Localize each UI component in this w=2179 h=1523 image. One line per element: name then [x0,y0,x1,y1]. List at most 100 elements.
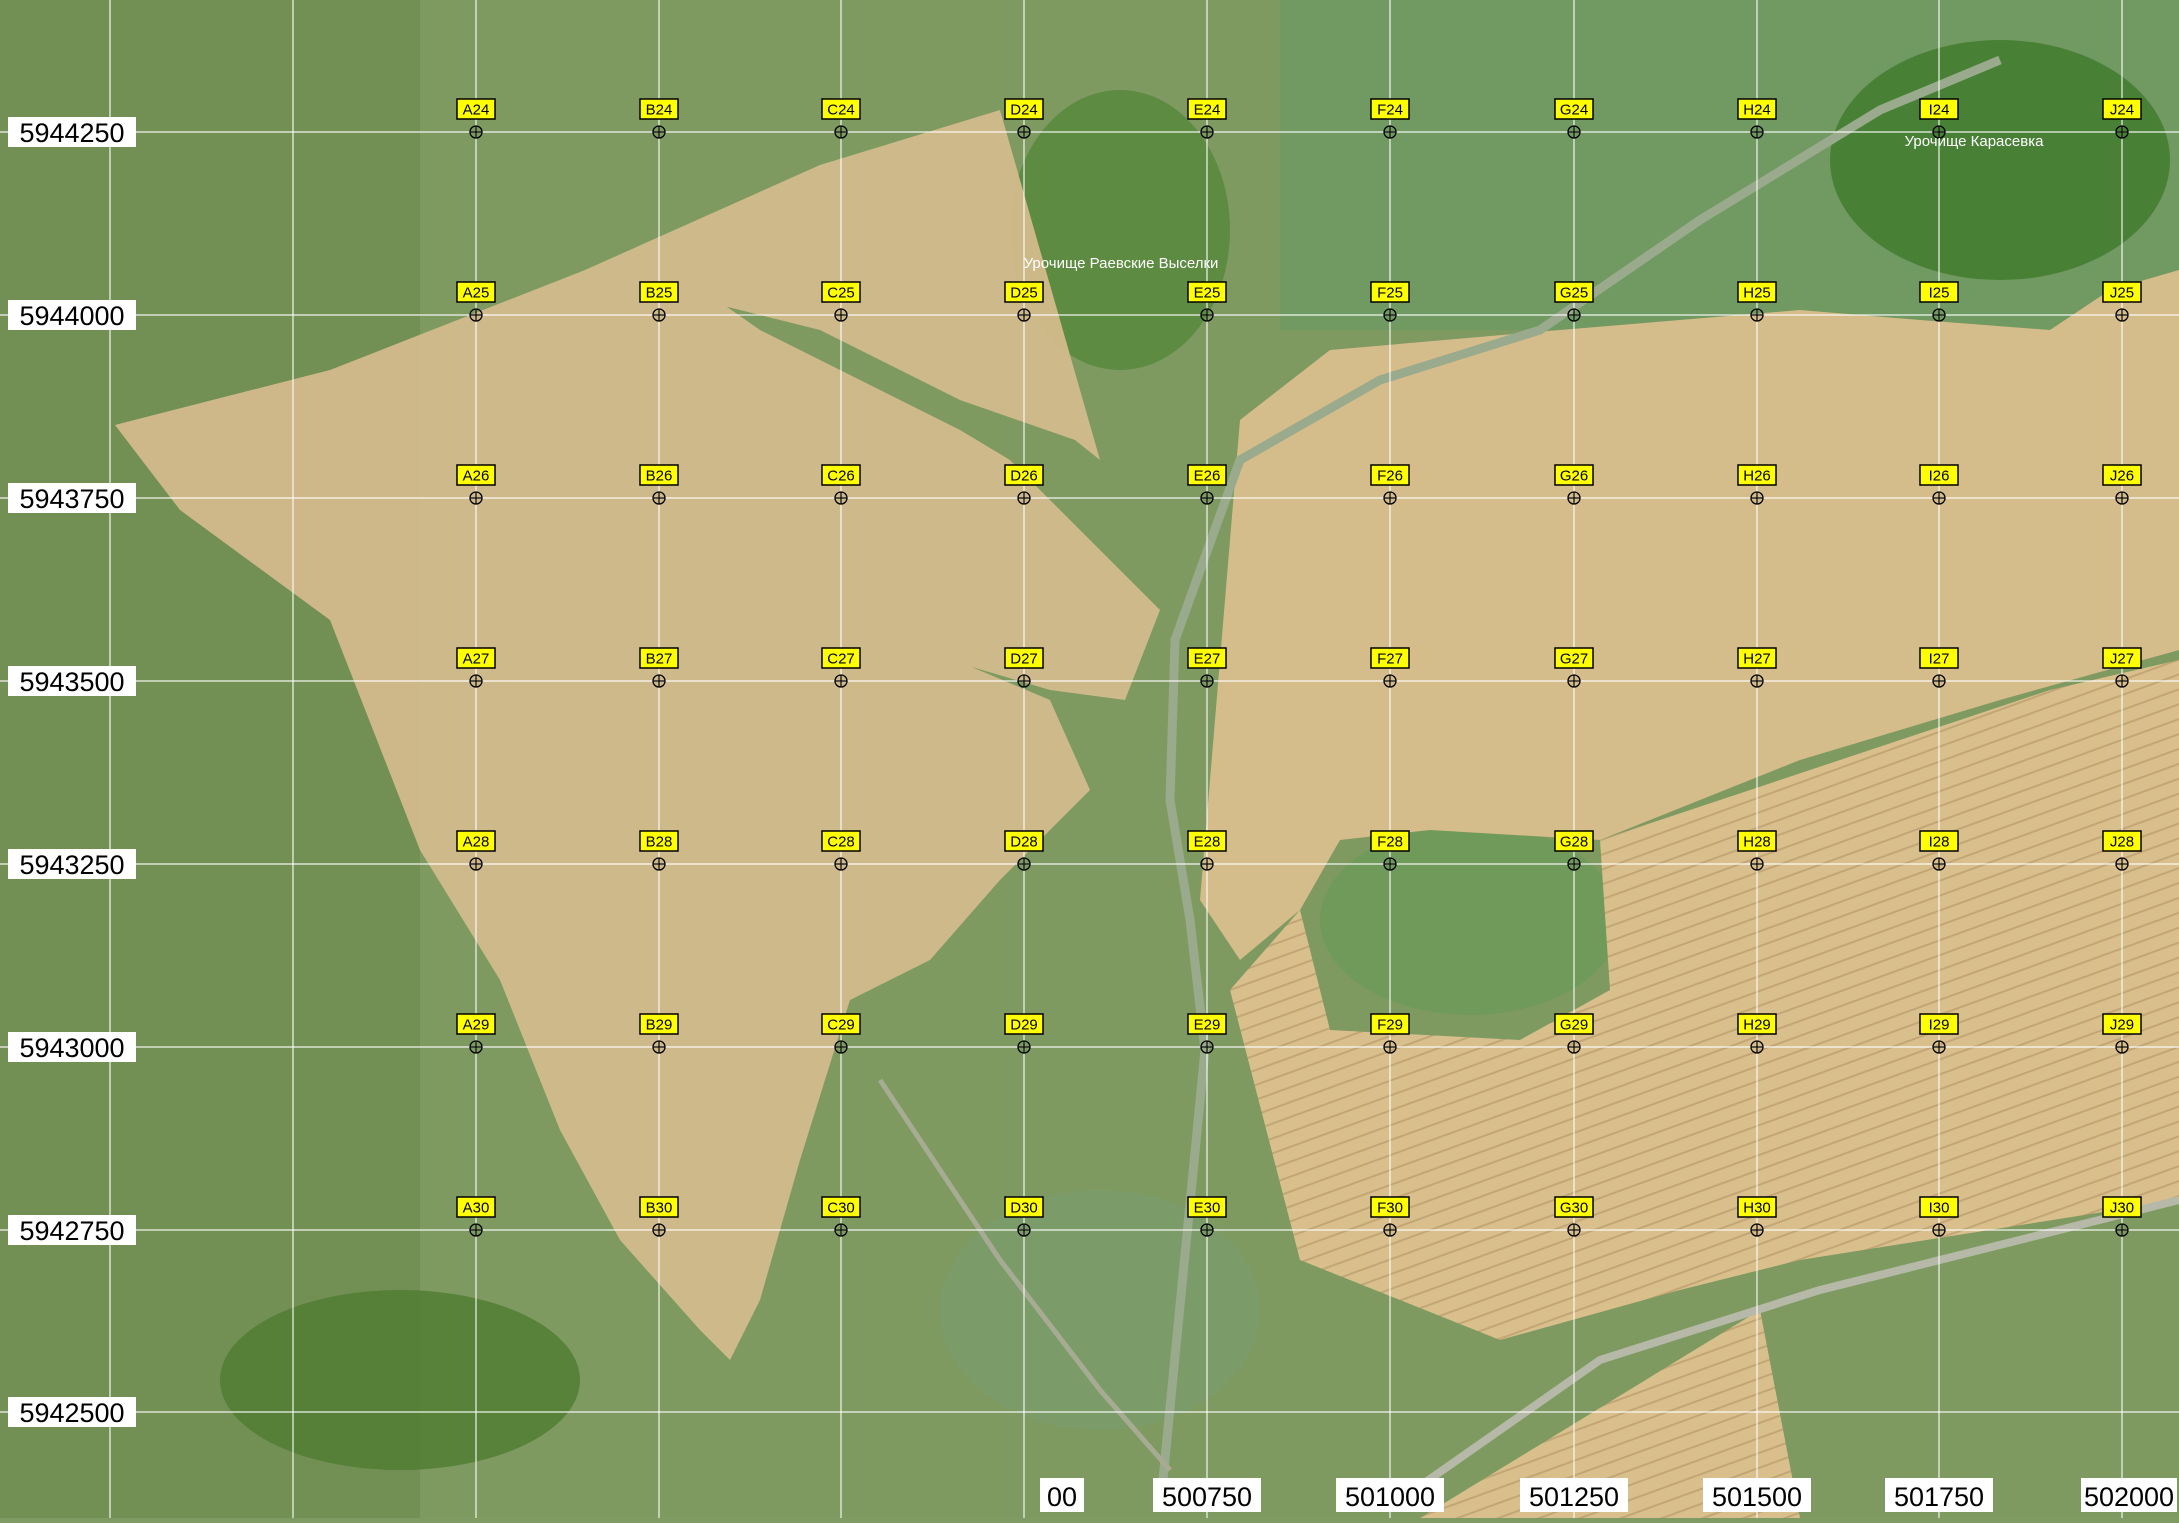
marker-label-box [1187,98,1227,120]
grid-marker[interactable]: A26 [456,464,496,505]
grid-marker[interactable]: D26 [1004,464,1044,505]
grid-marker[interactable]: G29 [1554,1013,1594,1054]
grid-marker[interactable]: C24 [821,98,861,139]
grid-marker[interactable]: B29 [639,1013,679,1054]
grid-marker[interactable]: F27 [1370,647,1410,688]
grid-marker[interactable]: G24 [1554,98,1594,139]
marker-label: E24 [1194,102,1221,119]
grid-marker[interactable]: H27 [1737,647,1777,688]
grid-marker[interactable]: C30 [821,1196,861,1237]
grid-marker[interactable]: J27 [2102,647,2142,688]
dark-vegetation-west [0,0,420,1518]
marker-label-box [639,1196,679,1218]
x-coordinate-label: 500750 [1153,1478,1261,1512]
marker-label: G30 [1560,1200,1588,1217]
grid-marker[interactable]: F30 [1370,1196,1410,1237]
grid-marker[interactable]: J26 [2102,464,2142,505]
marker-label: B24 [646,102,673,119]
marker-label-box [456,1196,496,1218]
grid-marker[interactable]: E26 [1187,464,1227,505]
marker-label-box [1187,1196,1227,1218]
grid-marker[interactable]: C26 [821,464,861,505]
grid-marker[interactable]: I27 [1919,647,1959,688]
grid-marker[interactable]: I26 [1919,464,1959,505]
grid-marker[interactable]: G25 [1554,281,1594,322]
grid-marker[interactable]: G26 [1554,464,1594,505]
marker-label-box [1737,281,1777,303]
x-coordinate-label: 00 [1040,1478,1084,1512]
grid-marker[interactable]: E28 [1187,830,1227,871]
marker-label-box [821,1013,861,1035]
grid-marker[interactable]: E25 [1187,281,1227,322]
place-label-raevskie: Урочище Раевские Выселки [1024,255,1219,272]
grid-marker[interactable]: C29 [821,1013,861,1054]
grid-marker[interactable]: A25 [456,281,496,322]
grid-marker[interactable]: B24 [639,98,679,139]
grid-marker[interactable]: J25 [2102,281,2142,322]
grid-marker[interactable]: B30 [639,1196,679,1237]
grid-marker[interactable]: E29 [1187,1013,1227,1054]
marker-label-box [456,98,496,120]
grid-marker[interactable]: E27 [1187,647,1227,688]
grid-marker[interactable]: H30 [1737,1196,1777,1237]
grid-marker[interactable]: H26 [1737,464,1777,505]
grid-marker[interactable]: A24 [456,98,496,139]
grid-marker[interactable]: C28 [821,830,861,871]
grid-marker[interactable]: I29 [1919,1013,1959,1054]
y-coordinate-text: 5943500 [19,667,124,697]
marker-label: I24 [1929,102,1950,119]
grid-marker[interactable]: H24 [1737,98,1777,139]
grid-marker[interactable]: F26 [1370,464,1410,505]
grid-marker[interactable]: F25 [1370,281,1410,322]
grid-marker[interactable]: I25 [1919,281,1959,322]
grid-marker[interactable]: F29 [1370,1013,1410,1054]
marker-label: J24 [2110,102,2134,119]
grid-marker[interactable]: B26 [639,464,679,505]
grid-marker[interactable]: D29 [1004,1013,1044,1054]
marker-label-box [1554,830,1594,852]
marker-label: F24 [1377,102,1403,119]
grid-marker[interactable]: F24 [1370,98,1410,139]
marker-label: A30 [463,1200,490,1217]
y-coordinate-text: 5942500 [19,1398,124,1428]
grid-marker[interactable]: G27 [1554,647,1594,688]
grid-marker[interactable]: B27 [639,647,679,688]
grid-marker[interactable]: B28 [639,830,679,871]
grid-marker[interactable]: B25 [639,281,679,322]
grid-marker[interactable]: H25 [1737,281,1777,322]
grid-marker[interactable]: H28 [1737,830,1777,871]
marker-label: D28 [1010,834,1038,851]
grid-marker[interactable]: I28 [1919,830,1959,871]
marker-label: F30 [1377,1200,1403,1217]
grid-marker[interactable]: F28 [1370,830,1410,871]
grid-marker[interactable]: E30 [1187,1196,1227,1237]
grid-marker[interactable]: A30 [456,1196,496,1237]
marker-label: A24 [463,102,490,119]
x-coordinate-text: 501000 [1345,1482,1435,1512]
grid-marker[interactable]: C27 [821,647,861,688]
x-coordinate-label: 502000 [2081,1478,2177,1512]
grid-marker[interactable]: G28 [1554,830,1594,871]
grid-marker[interactable]: C25 [821,281,861,322]
grid-marker[interactable]: J30 [2102,1196,2142,1237]
grid-marker[interactable]: J28 [2102,830,2142,871]
grid-marker[interactable]: A28 [456,830,496,871]
grid-marker[interactable]: D30 [1004,1196,1044,1237]
grid-marker[interactable]: G30 [1554,1196,1594,1237]
grid-marker[interactable]: I24 [1919,98,1959,139]
grid-marker[interactable]: H29 [1737,1013,1777,1054]
grid-marker[interactable]: D27 [1004,647,1044,688]
grid-marker[interactable]: A27 [456,647,496,688]
grid-marker[interactable]: J24 [2102,98,2142,139]
grid-marker[interactable]: D28 [1004,830,1044,871]
grid-marker[interactable]: D25 [1004,281,1044,322]
grid-marker[interactable]: D24 [1004,98,1044,139]
grid-marker[interactable]: I30 [1919,1196,1959,1237]
marker-label: B29 [646,1017,673,1034]
grid-marker[interactable]: E24 [1187,98,1227,139]
grid-marker[interactable]: J29 [2102,1013,2142,1054]
grid-marker[interactable]: A29 [456,1013,496,1054]
